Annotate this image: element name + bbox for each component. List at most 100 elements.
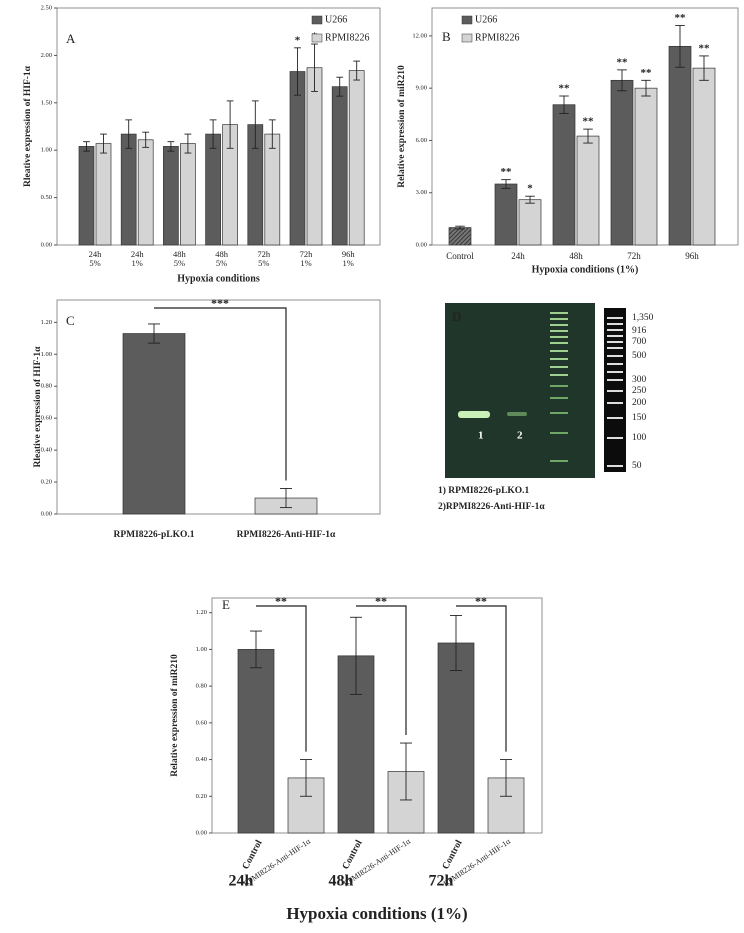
y-axis-title: Relative expression of miR210	[170, 654, 180, 777]
error-bar	[226, 100, 234, 149]
x-tick-label: 1%	[132, 258, 143, 268]
x-axis-title: Hypoxia conditions (1%)	[532, 264, 639, 275]
x-tick-label: 48h	[173, 249, 187, 259]
y-tick-label: 9.00	[416, 85, 427, 92]
error-bar	[294, 47, 301, 96]
gel-ladder-band	[550, 432, 568, 434]
ladder-band	[607, 323, 623, 325]
significance-label: **	[275, 594, 287, 608]
y-tick-label: 0.00	[196, 829, 207, 836]
legend-swatch	[311, 33, 323, 43]
bar	[120, 133, 137, 246]
gel-ladder-band	[550, 312, 568, 314]
x-tick-label: 48h	[569, 251, 583, 261]
x-tick-label: 96h	[342, 249, 356, 259]
ladder-band	[607, 329, 623, 331]
ladder-band	[607, 341, 623, 343]
gel-ladder-band	[550, 358, 568, 360]
error-bar	[455, 225, 465, 230]
ladder-label: 1,350	[632, 313, 654, 323]
error-bar	[280, 487, 292, 509]
bar	[289, 71, 306, 246]
ladder-label: 700	[632, 337, 647, 347]
x-tick-label: RPMI8226-pLKO.1	[113, 530, 194, 540]
gel-panel: D 1 2 1) RPMI8226-pLKO.1 2)RPMI8226-Anti…	[438, 303, 654, 512]
error-bar	[142, 131, 150, 148]
gel-ladder-band	[550, 336, 568, 338]
ladder-band	[607, 417, 623, 419]
legend-swatch	[311, 15, 323, 25]
significance-label: *	[527, 183, 533, 195]
ladder-label: 500	[632, 351, 647, 361]
ladder-label: 916	[632, 326, 647, 336]
significance-bracket	[154, 307, 287, 481]
y-tick-label: 0.40	[196, 756, 207, 763]
bar	[205, 133, 221, 246]
significance-bracket	[456, 605, 507, 752]
ladder-band	[607, 347, 623, 349]
bar	[137, 139, 154, 246]
error-bar	[641, 79, 651, 97]
panel-label: B	[442, 29, 451, 44]
ladder-band	[607, 363, 623, 365]
error-bar	[268, 119, 276, 149]
group-label: 48h	[329, 873, 354, 890]
x-tick-label: 72h	[300, 249, 314, 259]
ladder-band	[607, 335, 623, 337]
error-bar	[525, 195, 535, 204]
chart-panel: B 0.00 3.00 6.00 9.00 12.00 Relative expressio…	[397, 7, 739, 275]
y-tick-label: 2.50	[41, 4, 52, 11]
ladder-band	[607, 379, 623, 381]
x-tick-label: 24h	[89, 249, 103, 259]
significance-label: **	[675, 12, 687, 24]
lane-label: 1	[478, 430, 484, 442]
ladder-label: 150	[632, 413, 647, 423]
bar	[692, 67, 716, 246]
x-tick-label: Control	[441, 838, 465, 871]
error-bar	[83, 141, 90, 152]
y-tick-label: 0.00	[41, 241, 52, 248]
x-tick-label: RPMI8226-Anti-HIF-1α	[237, 530, 336, 540]
plot-frame	[56, 299, 381, 515]
gel-ladder-band	[550, 385, 568, 387]
gel-ladder-band	[550, 330, 568, 332]
bar	[448, 227, 472, 246]
gel-ladder-band	[550, 460, 568, 462]
chart-panel: A 0.00 0.50 1.00 1.50 2.00 2.50 Rleative expres…	[23, 4, 381, 284]
error-bar	[336, 76, 344, 97]
gel-image	[445, 303, 595, 478]
x-tick-label: 1%	[300, 258, 311, 268]
bar	[494, 183, 518, 246]
bar	[348, 70, 365, 246]
y-tick-label: 1.00	[41, 351, 52, 358]
y-tick-label: 1.00	[41, 147, 52, 154]
ladder-band	[607, 371, 623, 373]
y-tick-label: 0.20	[41, 479, 52, 486]
x-tick-label: 5%	[89, 258, 100, 268]
bar	[437, 642, 475, 834]
bar	[518, 199, 542, 246]
panel-label: A	[66, 31, 76, 46]
legend-label: U266	[325, 14, 347, 25]
legend-label: U266	[475, 14, 497, 25]
significance-label: *	[295, 34, 301, 46]
error-bar	[559, 95, 569, 114]
error-bar	[184, 133, 192, 154]
y-tick-label: 0.80	[41, 383, 52, 390]
y-tick-label: 0.60	[41, 415, 52, 422]
x-tick-label: 1%	[343, 258, 354, 268]
chart-panel: C 0.00 0.20 0.40 0.60 0.80 1.00 1.20 Rleative ex…	[33, 296, 381, 540]
chart-panel: E 0.00 0.20 0.40 0.60 0.80 1.00 1.20 Relative ex…	[170, 594, 543, 923]
lane-label: 2	[517, 430, 523, 442]
significance-label: **	[375, 594, 387, 608]
significance-label: **	[583, 116, 595, 128]
y-tick-label: 0.60	[196, 719, 207, 726]
x-tick-label: Control	[341, 838, 365, 871]
ladder-band	[607, 437, 623, 439]
gel-legend: 1) RPMI8226-pLKO.1	[438, 485, 530, 496]
x-tick-label: 72h	[627, 251, 641, 261]
plot-frame	[211, 597, 543, 834]
significance-label: **	[699, 42, 711, 54]
ladder-label: 250	[632, 386, 647, 396]
error-bar	[500, 759, 512, 797]
